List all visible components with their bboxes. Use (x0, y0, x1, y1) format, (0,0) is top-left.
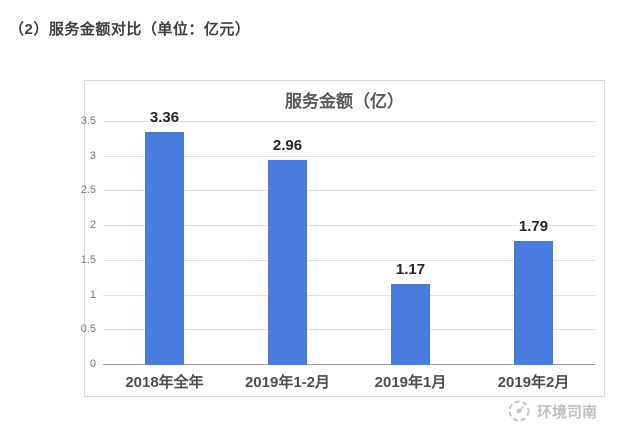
gridline (103, 294, 595, 296)
ytick-label: 2.5 (80, 184, 96, 197)
data-label: 3.36 (149, 108, 180, 126)
ytick-label: 1.5 (80, 253, 96, 266)
bar (514, 240, 553, 365)
ytick-label: 0.5 (80, 323, 96, 336)
gridline (103, 121, 595, 122)
ytick-label: 3 (89, 149, 96, 162)
gridline (103, 259, 595, 261)
data-label: 2.96 (272, 136, 303, 154)
chart-title: 服务金额（亿） (285, 92, 404, 111)
bar (391, 283, 430, 365)
gridline (103, 225, 595, 227)
data-label: 1.79 (518, 217, 549, 235)
watermark-text: 环境司南 (537, 403, 598, 421)
section-heading: （2）服务金额对比（单位：亿元） (9, 21, 251, 38)
category-label: 2018年全年 (125, 374, 204, 391)
gridline (103, 329, 595, 331)
bar (268, 159, 307, 365)
ytick-label: 0 (89, 358, 96, 370)
compass-icon (506, 398, 532, 424)
ytick-label: 1 (89, 288, 96, 301)
category-label: 2019年1-2月 (244, 374, 331, 391)
chart-container: 服务金额（亿） 0 0.5 1 1.5 2 2.5 3 3.5 3.36 2018年全年 2.96 2… (81, 80, 605, 397)
ytick-label: 2 (89, 219, 96, 232)
plot-area: 0 0.5 1 1.5 2 2.5 3 3.5 3.36 2018年全年 2.96 2019年1-2月… (81, 110, 595, 390)
x-axis-line (103, 364, 595, 365)
watermark: 环境司南 (506, 398, 597, 424)
gridline (103, 155, 595, 157)
category-label: 2019年2月 (497, 374, 570, 391)
ytick-label: 3.5 (80, 115, 96, 127)
category-label: 2019年1月 (374, 374, 447, 391)
bar (145, 131, 184, 365)
data-label: 1.17 (395, 260, 426, 278)
gridline (103, 190, 595, 192)
